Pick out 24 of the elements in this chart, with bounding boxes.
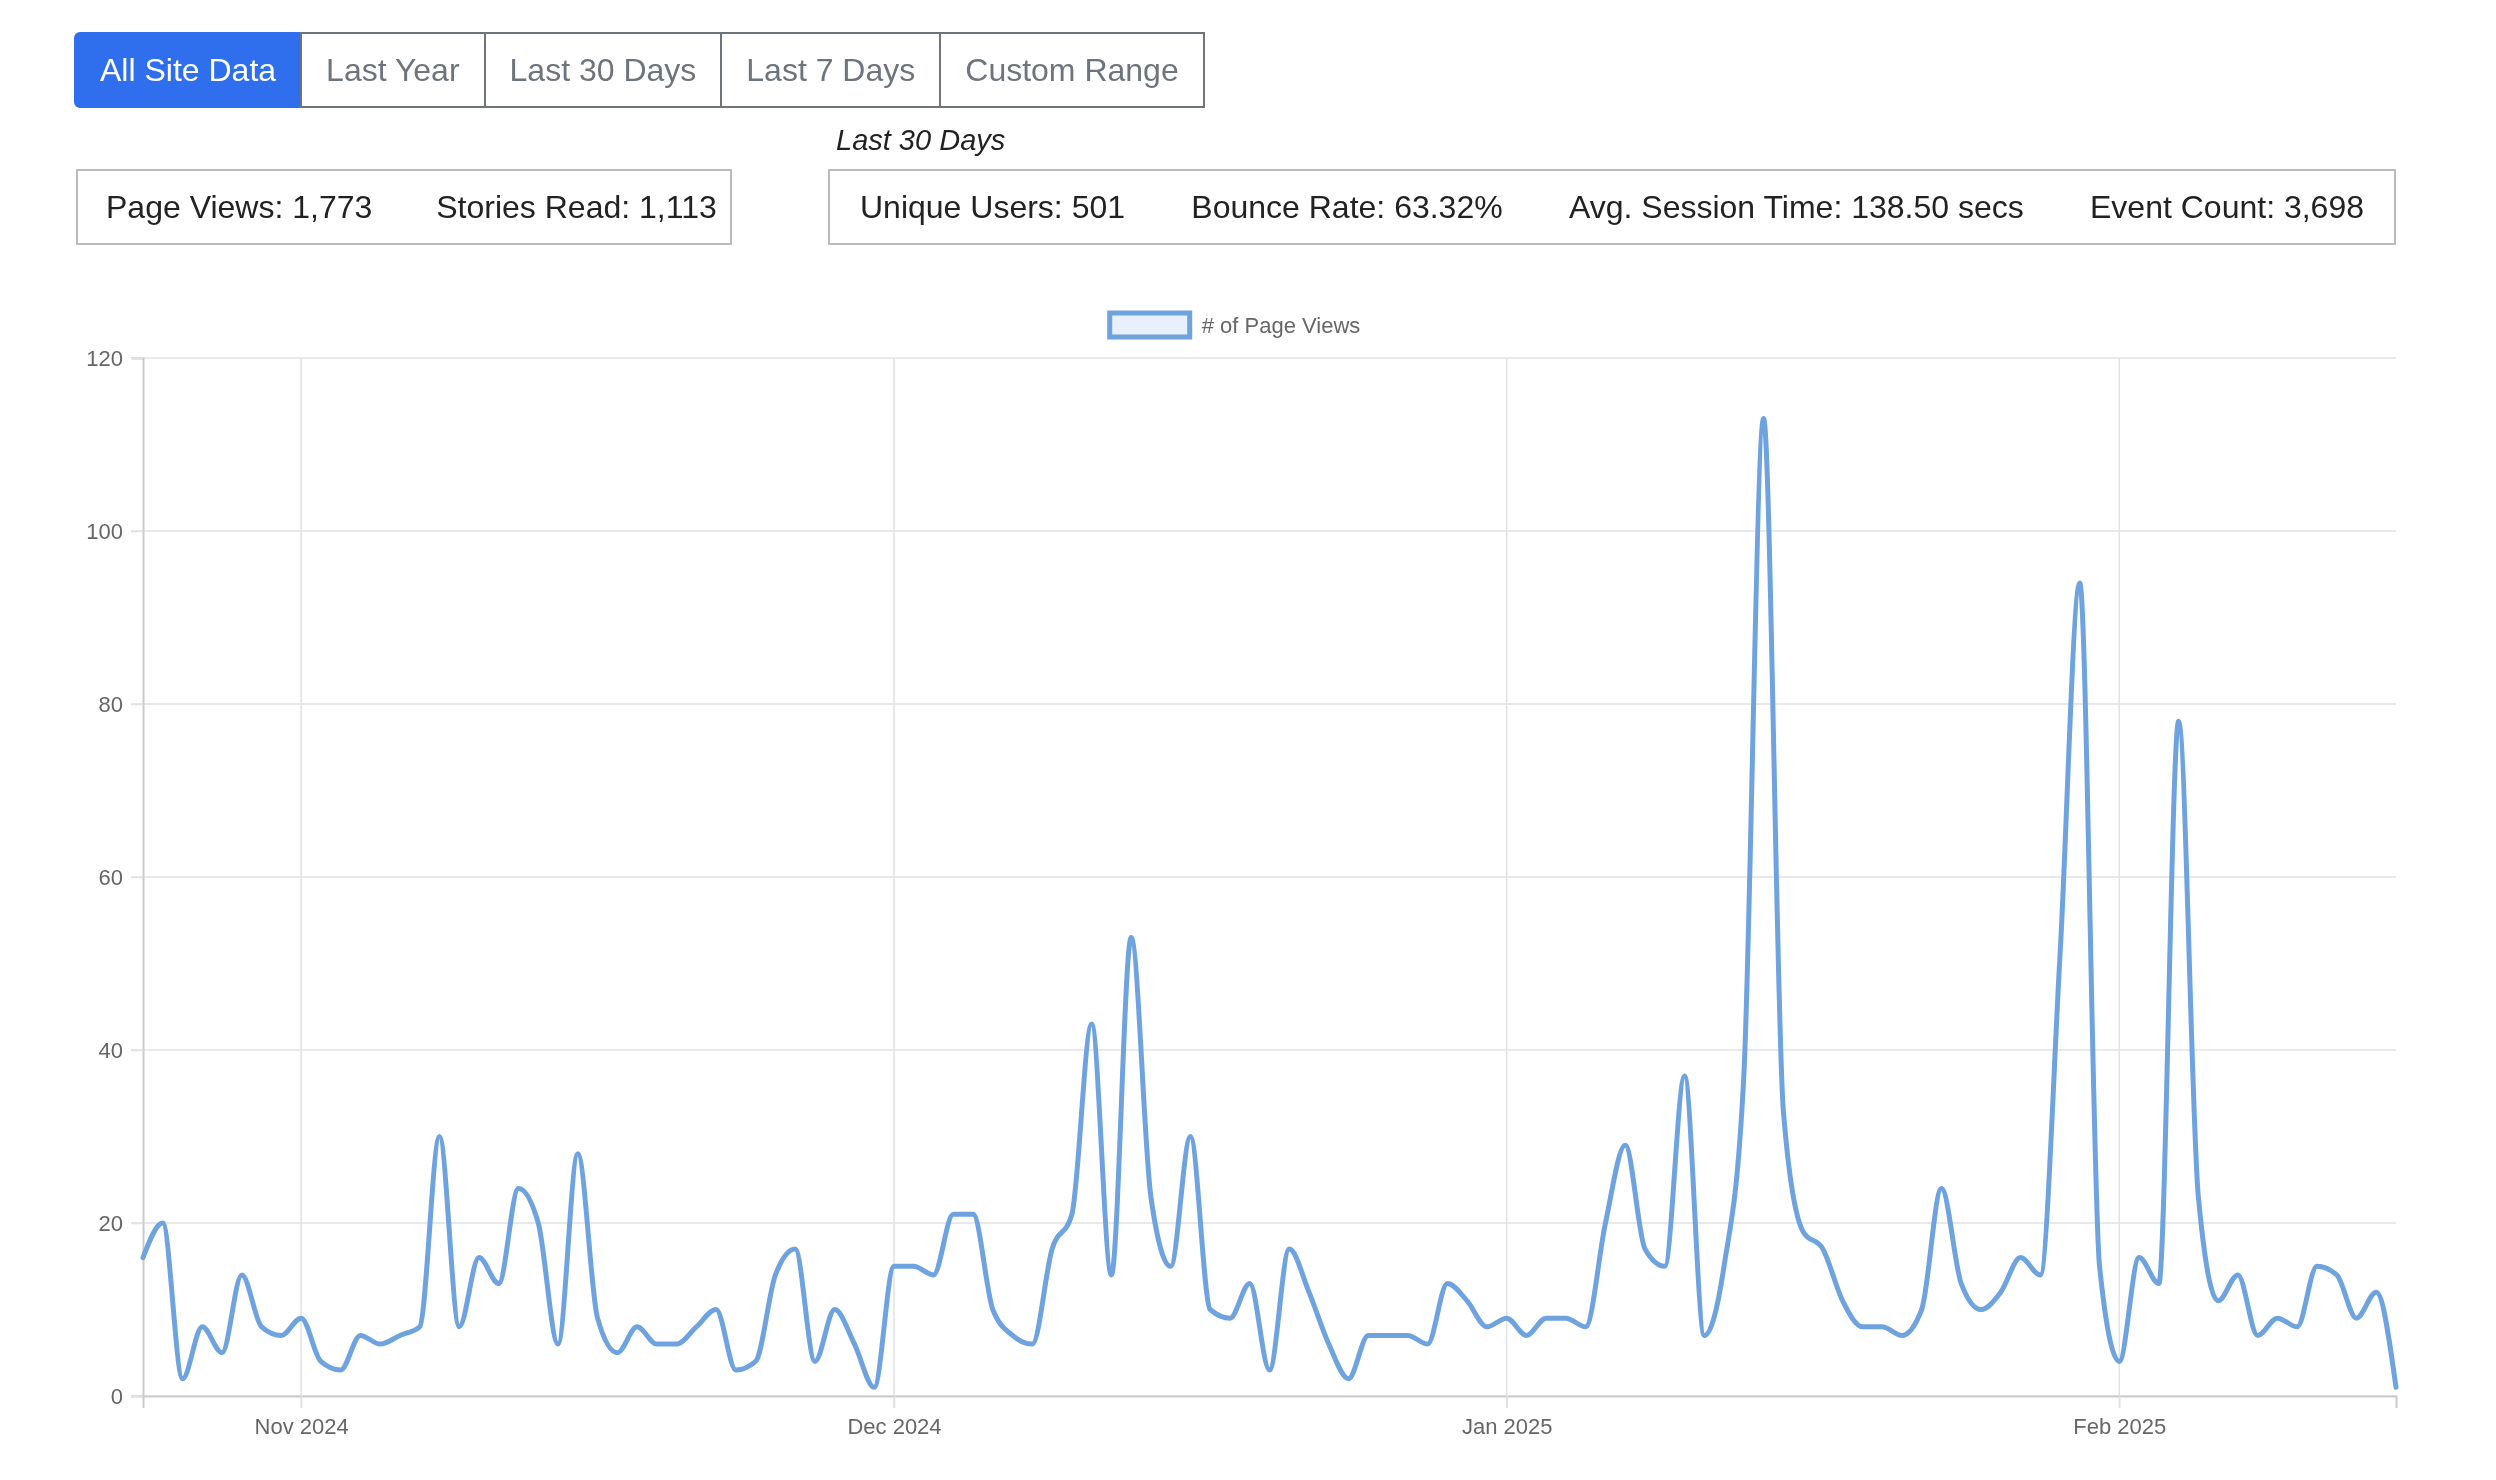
text: All Site Data (74, 32, 303, 108)
y-tick-label: 100 (86, 518, 123, 544)
text: Last Year (300, 32, 486, 108)
y-tick-label: 20 (98, 1210, 123, 1236)
text: Last 7 Days (720, 32, 942, 108)
chart-title: Last 30 Days (836, 124, 1006, 156)
y-tick-label: 80 (98, 691, 123, 717)
text: Bounce Rate: 63.32% (1191, 188, 1503, 226)
text: Avg. Session Time: 138.50 secs (1568, 188, 2024, 226)
text: Stories Read: 1,113 (436, 188, 717, 226)
x-tick-label: Jan 2025 (1461, 1413, 1553, 1439)
text: Event Count: 3,698 (2090, 188, 2364, 226)
x-tick-label: Nov 2024 (254, 1413, 349, 1439)
text: Page Views: 1,773 (106, 188, 373, 226)
y-tick-label: 60 (98, 864, 123, 890)
x-tick-label: Dec 2024 (847, 1413, 942, 1439)
text: Custom Range (939, 32, 1205, 108)
y-tick-label: 0 (110, 1383, 123, 1409)
x-tick-label: Feb 2025 (2073, 1413, 2167, 1439)
legend-label: # of Page Views (1201, 313, 1361, 338)
text: Last 30 Days (483, 32, 723, 108)
text: Unique Users: 501 (860, 188, 1126, 226)
y-tick-label: 120 (86, 345, 123, 371)
y-tick-label: 40 (98, 1037, 123, 1063)
